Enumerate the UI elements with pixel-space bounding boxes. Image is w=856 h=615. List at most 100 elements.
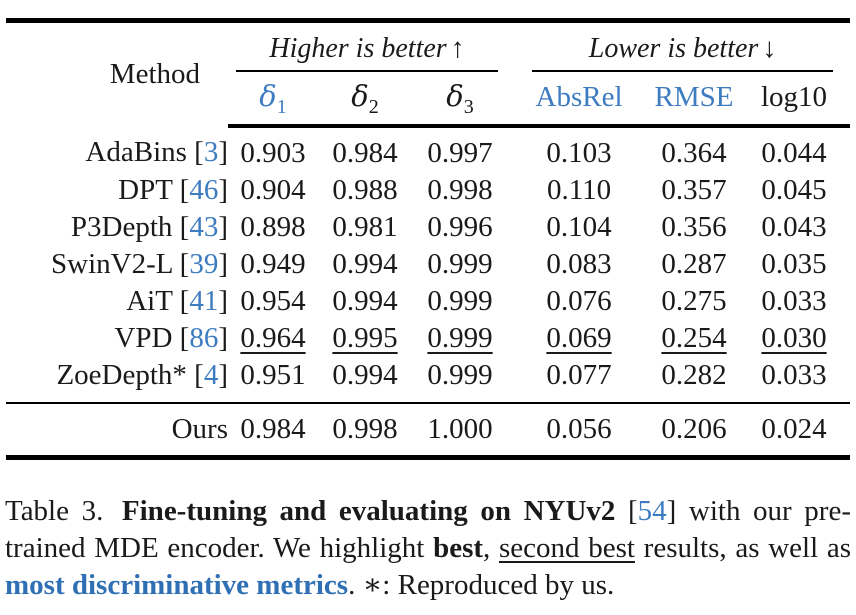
caption-segment: Table 3. <box>5 495 104 527</box>
metric-value: 0.356 <box>661 211 727 243</box>
metric-value: 0.951 <box>240 359 306 391</box>
citation-link[interactable]: [3] <box>194 136 228 168</box>
group-higher-label: Higher is better <box>269 33 447 64</box>
group-lower-label: Lower is better <box>588 33 759 64</box>
metric-value: 0.287 <box>661 248 727 280</box>
citation-link[interactable]: [4] <box>194 359 228 391</box>
caption-segment: , <box>483 532 499 564</box>
metric-value: 0.077 <box>546 359 612 391</box>
metric-value: 0.043 <box>761 211 827 243</box>
group-header-row: Method Higher is better ↑ Lower is better… <box>6 21 850 88</box>
metric-value: 0.999 <box>427 285 493 317</box>
table-row-dpt: DPT [46] 0.904 0.988 0.998 0.110 0.357 0… <box>6 172 850 209</box>
metric-value: 0.033 <box>761 285 827 317</box>
table-row-swinv2l: SwinV2-L [39] 0.949 0.994 0.999 0.083 0.… <box>6 246 850 283</box>
up-arrow-icon: ↑ <box>450 33 465 64</box>
table-row-ours: Ours 0.984 0.998 1.000 0.056 0.206 0.024 <box>6 403 851 458</box>
citation-link[interactable]: [43] <box>179 211 228 243</box>
citation-link[interactable]: [41] <box>179 285 228 317</box>
metric-value: 0.103 <box>546 137 612 169</box>
metric-value: 0.984 <box>240 413 306 445</box>
metric-value: 0.110 <box>546 174 612 206</box>
metric-value: 0.998 <box>332 413 398 445</box>
column-header-rmse: RMSE <box>650 72 739 128</box>
caption-segment: second best <box>498 532 635 564</box>
citation-link[interactable]: 54 <box>637 495 667 527</box>
caption-segment: [ <box>615 495 638 527</box>
group-header-lower: Lower is better ↓ <box>508 21 850 72</box>
table-caption: Table 3. Fine-tuning and evaluating on N… <box>5 493 851 604</box>
method-name: VPD [86] <box>114 322 228 354</box>
metric-value: 0.024 <box>761 413 827 445</box>
metric-value: 1.000 <box>427 413 493 445</box>
group-header-higher: Higher is better ↑ <box>228 21 508 72</box>
column-header-delta3: δ3 <box>412 72 509 128</box>
metric-value: 0.076 <box>546 285 612 317</box>
metric-value: 0.056 <box>546 413 612 445</box>
table-row-ait: AiT [41] 0.954 0.994 0.999 0.076 0.275 0… <box>6 283 850 320</box>
metric-value: 0.275 <box>661 285 727 317</box>
metric-value: 0.206 <box>661 413 727 445</box>
method-name: P3Depth [43] <box>70 211 228 243</box>
column-header-delta1: δ1 <box>228 72 318 128</box>
metric-value: 0.997 <box>427 137 493 169</box>
method-name: DPT [46] <box>118 174 228 206</box>
table-row-zoedepth: ZoeDepth* [4] 0.951 0.994 0.999 0.077 0.… <box>6 357 850 403</box>
results-table: Method Higher is better ↑ Lower is better… <box>6 18 851 460</box>
metric-value: 0.044 <box>761 137 827 169</box>
citation-link[interactable]: [86] <box>179 322 228 354</box>
metric-value: 0.903 <box>240 137 306 169</box>
metric-value: 0.035 <box>761 248 827 280</box>
caption-segment: Fine-tuning and evaluating on NYUv2 <box>109 495 616 527</box>
metric-value: 0.282 <box>661 359 727 391</box>
citation-link[interactable]: [46] <box>179 174 228 206</box>
metric-value: 0.994 <box>332 248 398 280</box>
column-header-absrel: AbsRel <box>508 72 651 128</box>
metric-value: 0.999 <box>427 359 493 391</box>
metric-value: 0.898 <box>240 211 306 243</box>
caption-segment: results, as well as <box>634 532 852 564</box>
table-row-adabins: AdaBins [3] 0.903 0.984 0.997 0.103 0.36… <box>6 126 850 172</box>
down-arrow-icon: ↓ <box>762 33 777 64</box>
metric-header-row: δ1 δ2 δ3 AbsRel RMSE log10 <box>6 72 851 128</box>
metric-value: 0.069 <box>546 322 612 354</box>
metric-value: 0.996 <box>427 211 493 243</box>
table-row-p3depth: P3Depth [43] 0.898 0.981 0.996 0.104 0.3… <box>6 209 850 246</box>
metric-value: 0.030 <box>761 322 827 354</box>
caption-segment: ] with our pre-trained MDE encoder. We h… <box>5 495 851 564</box>
method-name: AiT [41] <box>126 285 228 317</box>
metric-value: 0.981 <box>332 211 398 243</box>
method-name: AdaBins [3] <box>85 136 228 168</box>
column-header-method: Method <box>109 58 200 90</box>
metric-value: 0.357 <box>661 174 727 206</box>
metric-value: 0.999 <box>427 248 493 280</box>
metric-value: 0.364 <box>661 137 727 169</box>
citation-link[interactable]: [39] <box>179 248 228 280</box>
method-name: ZoeDepth* [4] <box>56 359 228 391</box>
paper-page: Method Higher is better ↑ Lower is better… <box>0 18 856 615</box>
method-name: SwinV2-L [39] <box>51 248 228 280</box>
caption-segment: . ∗: Reproduced by us. <box>348 569 615 601</box>
metric-value: 0.033 <box>761 359 827 391</box>
metric-value: 0.254 <box>661 322 727 354</box>
table-row-vpd: VPD [86] 0.964 0.995 0.999 0.069 0.254 0… <box>6 320 850 357</box>
metric-value: 0.904 <box>240 174 306 206</box>
metric-value: 0.045 <box>761 174 827 206</box>
metric-value: 0.999 <box>427 322 493 354</box>
metric-value: 0.988 <box>332 174 398 206</box>
metric-value: 0.984 <box>332 137 398 169</box>
metric-value: 0.994 <box>332 359 398 391</box>
metric-value: 0.104 <box>546 211 612 243</box>
metric-value: 0.954 <box>240 285 306 317</box>
caption-segment: best <box>433 532 484 564</box>
metric-value: 0.995 <box>332 322 398 354</box>
column-header-log10: log10 <box>738 72 851 128</box>
metric-value: 0.964 <box>240 322 306 354</box>
method-name: Ours <box>171 413 228 445</box>
column-header-delta2: δ2 <box>318 72 412 128</box>
metric-value: 0.949 <box>240 248 306 280</box>
caption-segment: most discriminative metrics <box>5 569 349 601</box>
metric-value: 0.998 <box>427 174 493 206</box>
metric-value: 0.083 <box>546 248 612 280</box>
metric-value: 0.994 <box>332 285 398 317</box>
